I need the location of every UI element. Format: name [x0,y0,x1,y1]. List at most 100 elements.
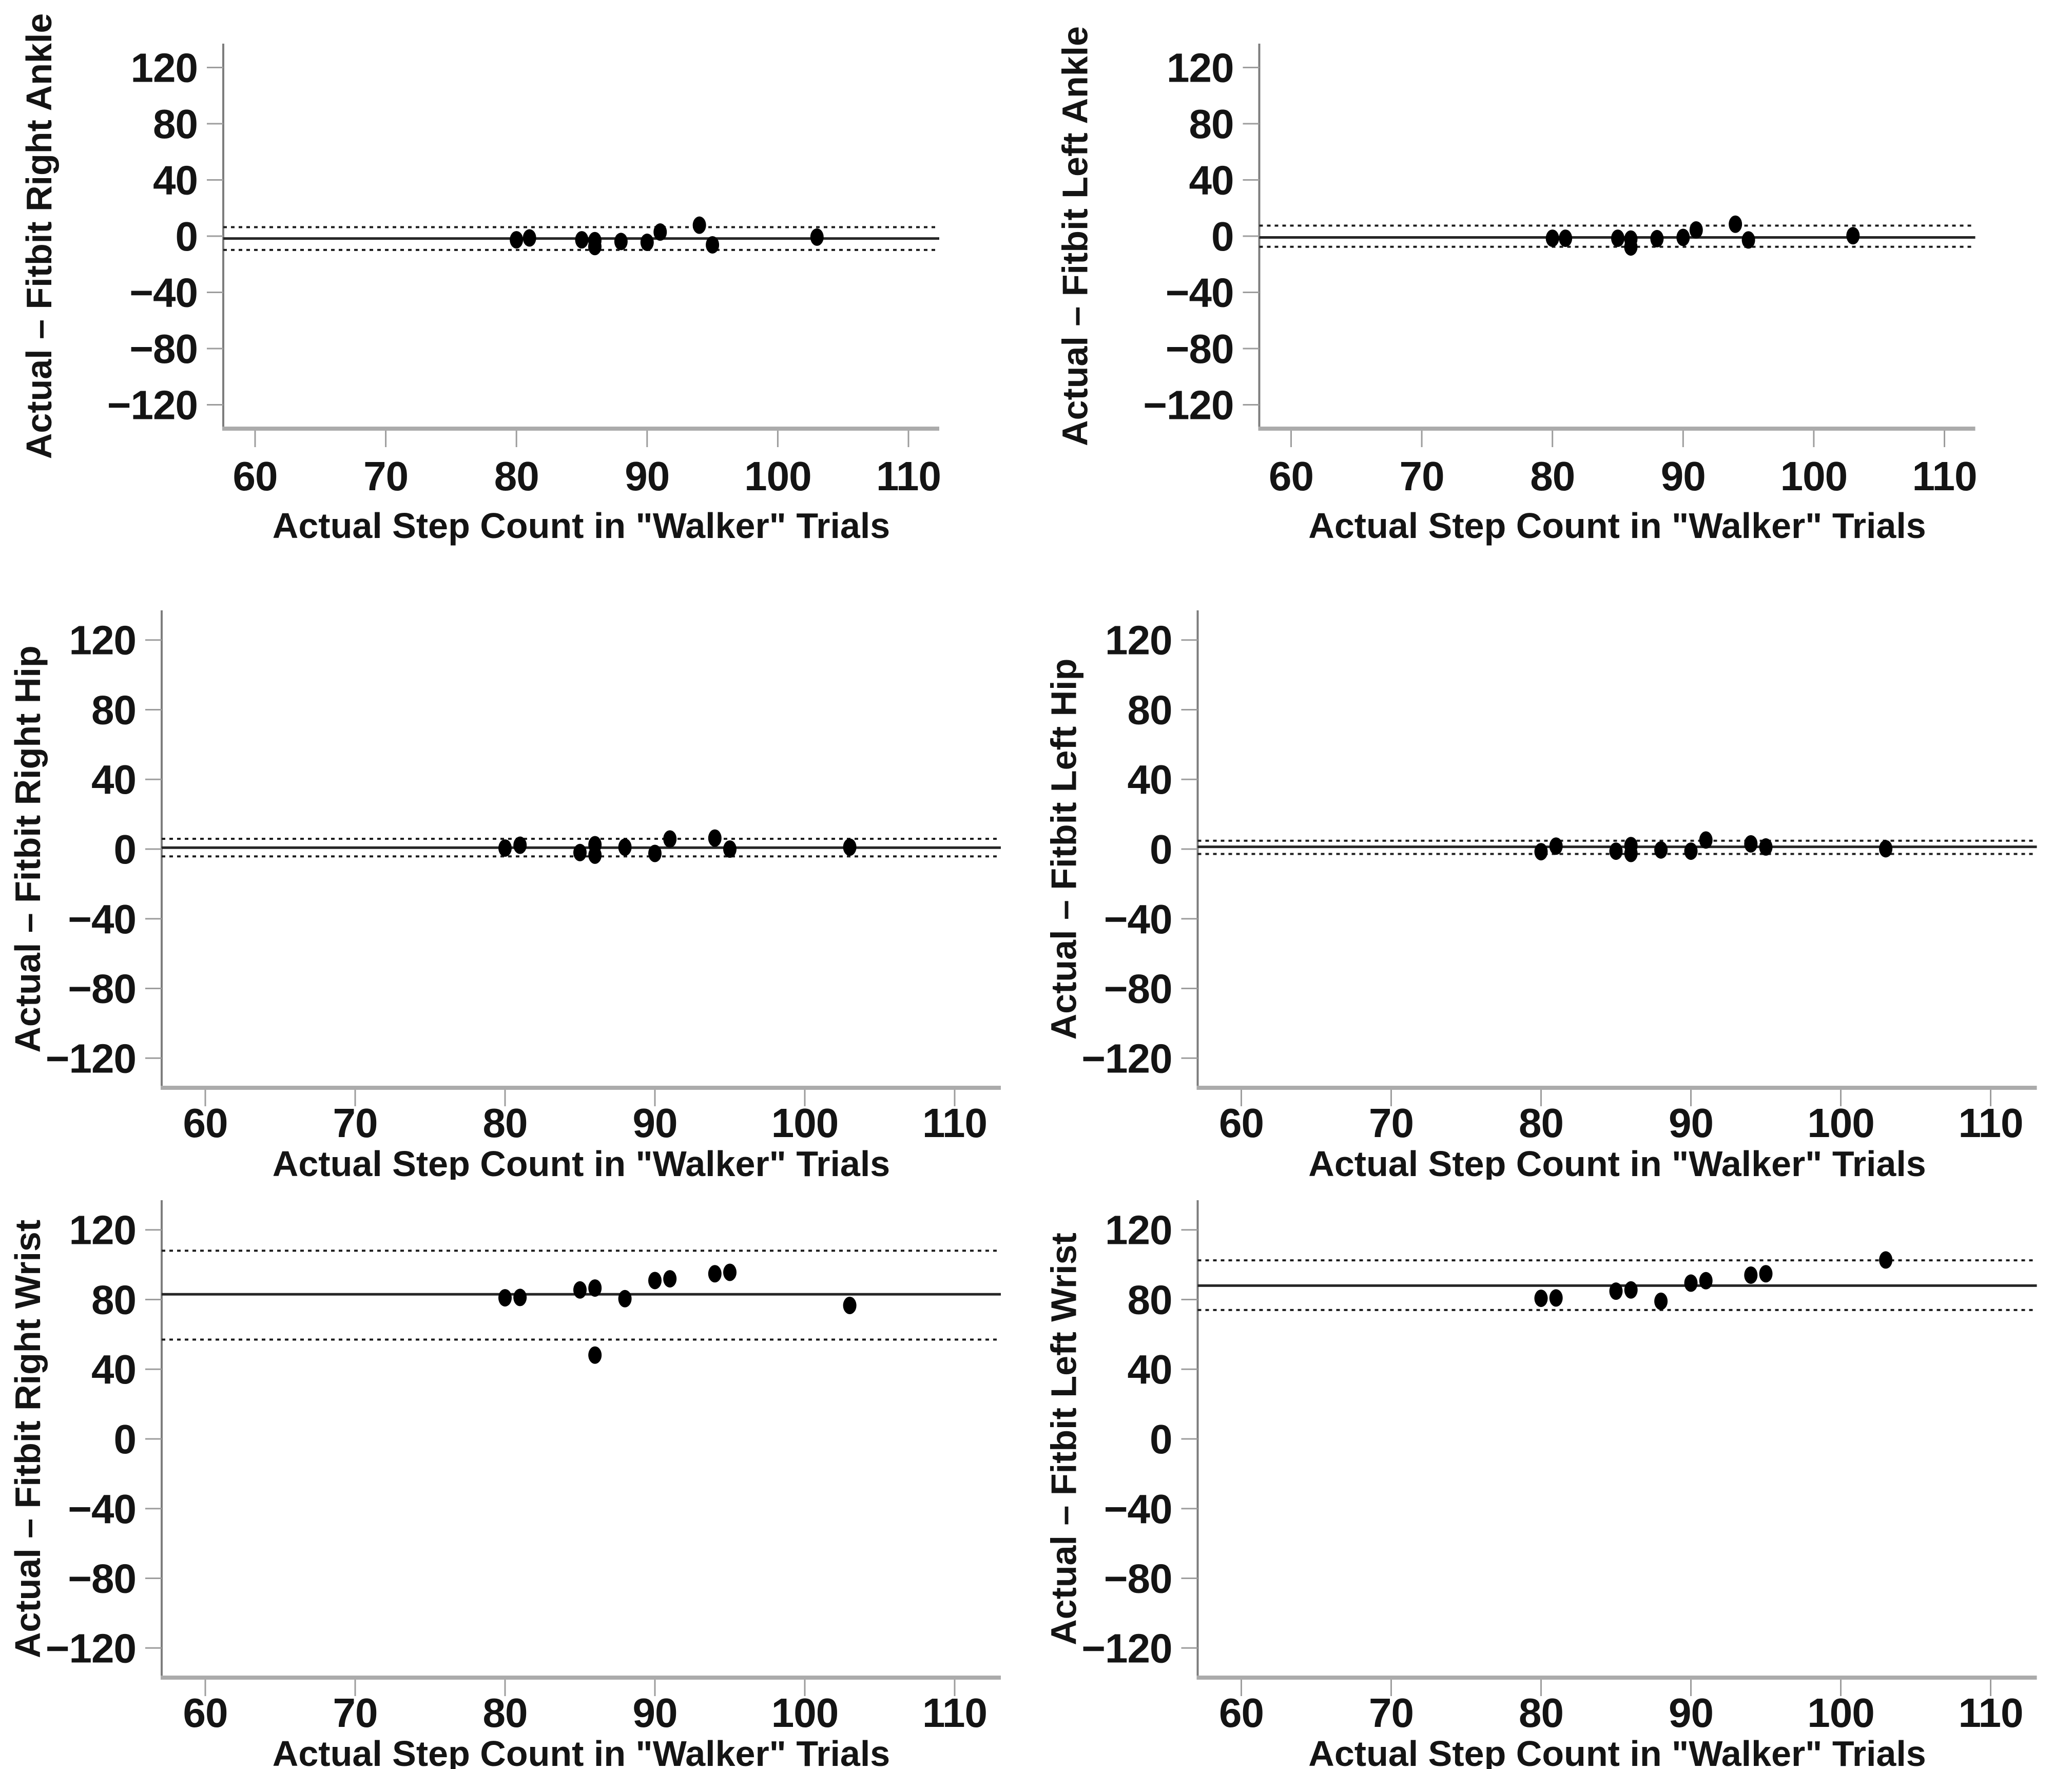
data-point [1624,238,1638,256]
y-tick-label: 120 [1167,45,1233,91]
data-point [723,1263,737,1281]
x-tick-label: 80 [1519,1690,1563,1736]
data-point [648,844,662,862]
data-point [614,233,628,251]
panel-left-hip-chart: 120 80 40 0 −40 −80 −120 60 70 80 90 100 110 Actual S… [1044,610,2037,1180]
data-point [708,829,722,847]
y-tick-label: −80 [68,1556,136,1602]
panel-right-hip: 120 80 40 0 −40 −80 −120 60 70 80 90 100 110 Actual S… [0,590,1036,1180]
x-tick-label: 110 [1958,1690,2023,1736]
data-point [843,1297,857,1315]
panel-right-hip-chart: 120 80 40 0 −40 −80 −120 60 70 80 90 100 110 Actual S… [8,610,1001,1180]
data-point [498,839,512,857]
data-point [1549,837,1563,855]
x-tick-label: 100 [1780,453,1847,499]
x-axis-title: Actual Step Count in "Walker" Trials [273,506,890,546]
panel-left-wrist: 120 80 40 0 −40 −80 −120 60 70 80 90 100 110 Actual S… [1036,1180,2072,1769]
x-axis-title: Actual Step Count in "Walker" Trials [1308,506,1926,546]
x-axis-title: Actual Step Count in "Walker" Trials [1308,1144,1926,1180]
y-axis-title: Actual – Fitbit Right Hip [8,645,48,1052]
x-tick-label: 110 [876,453,941,499]
data-point [1879,1251,1893,1269]
data-point [1684,842,1698,860]
x-tick-label: 100 [771,1100,838,1146]
x-tick-label: 60 [1269,453,1313,499]
y-tick-label: 0 [176,214,198,259]
x-tick-label: 100 [1807,1100,1874,1146]
data-point [1879,840,1893,858]
x-tick-label: 60 [1219,1690,1264,1736]
y-tick-label: −40 [68,896,136,942]
x-axis-title: Actual Step Count in "Walker" Trials [273,1144,890,1180]
data-point [588,846,602,864]
data-point [1534,1290,1548,1307]
y-axis-title: Actual – Fitbit Left Ankle [1055,26,1095,446]
x-tick-label: 80 [483,1100,528,1146]
panel-right-wrist: 120 80 40 0 −40 −80 −120 60 70 80 90 100 110 Actual S… [0,1180,1036,1769]
x-tick-label: 70 [363,453,408,499]
y-tick-label: −40 [1104,896,1172,942]
data-point [1609,842,1623,860]
y-tick-label: 40 [91,757,136,802]
data-point [1699,1272,1713,1290]
y-axis-title: Actual – Fitbit Right Wrist [8,1220,48,1658]
data-point [810,228,824,246]
data-point [663,830,677,848]
y-tick-label: 120 [1105,618,1172,663]
y-tick-label: 120 [69,1207,136,1253]
y-tick-label: −80 [1104,1556,1172,1602]
x-tick-label: 70 [1369,1100,1413,1146]
y-tick-label: 0 [114,1416,137,1462]
x-tick-label: 70 [333,1100,378,1146]
x-tick-label: 60 [183,1100,228,1146]
y-tick-label: 0 [1150,826,1172,872]
x-tick-label: 110 [1958,1100,2023,1146]
x-axis-title: Actual Step Count in "Walker" Trials [273,1734,890,1769]
data-point [513,1289,527,1306]
y-tick-label: 80 [153,101,198,147]
data-point [1549,1289,1563,1307]
y-tick-label: 40 [1128,1347,1172,1392]
x-tick-label: 70 [333,1690,378,1736]
y-tick-label: 0 [1211,214,1234,259]
data-point [588,238,602,256]
x-tick-label: 70 [1400,453,1444,499]
y-tick-label: −40 [1166,270,1234,315]
data-point [653,223,667,241]
data-point [1744,835,1758,853]
y-tick-label: 40 [1128,757,1172,802]
data-point [618,1290,632,1307]
y-tick-label: 80 [1189,101,1234,147]
y-tick-label: 80 [91,687,136,733]
data-point [1759,838,1773,856]
y-axis-title: Actual – Fitbit Left Wrist [1044,1233,1084,1645]
data-point [708,1265,722,1283]
data-point [510,231,524,249]
y-tick-label: 0 [114,826,137,872]
x-tick-label: 110 [922,1100,987,1146]
y-tick-label: −120 [1143,382,1233,428]
y-tick-label: −120 [46,1035,136,1081]
y-axis-title: Actual – Fitbit Left Hip [1044,659,1084,1040]
panel-right-ankle: 120 80 40 0 −40 −80 −120 60 70 80 90 100 110 Actual S… [0,0,1036,590]
y-tick-label: 40 [91,1347,136,1392]
data-point [1650,229,1664,247]
data-point [618,838,632,856]
y-tick-label: 80 [1128,1277,1172,1322]
x-tick-label: 110 [922,1690,987,1736]
panel-left-ankle-chart: 120 80 40 0 −40 −80 −120 60 70 80 90 100 110 Actual S… [1055,26,1978,546]
x-tick-label: 90 [625,453,669,499]
data-point [663,1270,677,1288]
y-tick-label: 0 [1150,1416,1172,1462]
data-point [1611,229,1624,247]
data-point [1609,1282,1623,1300]
data-point [1689,221,1703,239]
x-tick-label: 60 [1219,1100,1264,1146]
y-tick-label: −120 [1081,1625,1172,1671]
y-tick-label: 40 [153,158,198,203]
y-tick-label: 80 [1128,687,1172,733]
panel-left-ankle: 120 80 40 0 −40 −80 −120 60 70 80 90 100 110 Actual S… [1036,0,2072,590]
x-tick-label: 60 [233,453,278,499]
y-tick-label: −80 [129,326,198,372]
data-point [843,838,857,856]
